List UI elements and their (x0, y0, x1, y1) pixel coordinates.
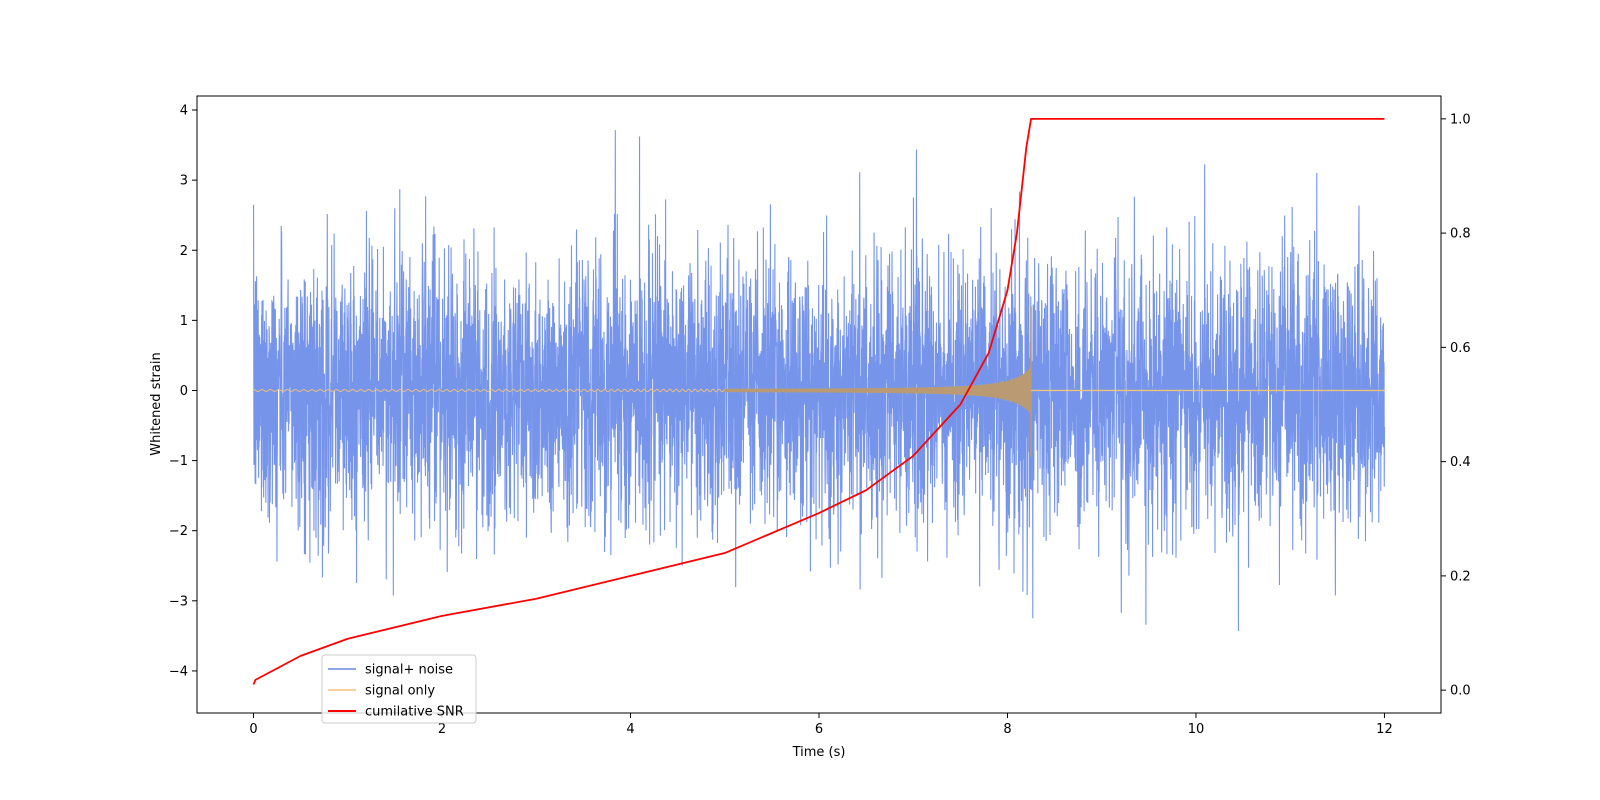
y-axis-left: −4 −3 −2 −1 0 1 2 3 4 (169, 104, 197, 679)
y-tick-label: −2 (169, 524, 188, 539)
x-tick-label: 10 (1188, 722, 1205, 737)
legend-label: signal only (365, 684, 435, 699)
x-tick-label: 6 (815, 722, 823, 737)
y-tick-label: 2 (180, 244, 188, 259)
y-tick-label: 0 (180, 384, 188, 399)
y2-tick-label: 1.0 (1450, 112, 1471, 127)
y2-tick-label: 0.0 (1450, 684, 1471, 699)
legend: signal+ noise signal only cumilative SNR (321, 654, 477, 724)
series-signal-noise-line (253, 130, 1385, 631)
y-tick-label: −4 (169, 664, 188, 679)
y2-tick-label: 0.8 (1450, 227, 1471, 242)
legend-label: cumilative SNR (365, 705, 464, 720)
x-tick-label: 2 (438, 722, 446, 737)
plot-area (252, 117, 1385, 685)
y-axis-right: 0.0 0.2 0.4 0.6 0.8 1.0 (1441, 112, 1471, 699)
x-tick-label: 4 (626, 722, 634, 737)
y-tick-label: −3 (169, 594, 188, 609)
legend-label: signal+ noise (365, 663, 453, 678)
y2-tick-label: 0.6 (1450, 341, 1471, 356)
series-cumulative-snr-line (252, 117, 1385, 685)
y-tick-label: 4 (180, 104, 188, 119)
y-tick-label: 1 (180, 314, 188, 329)
x-tick-label: 12 (1376, 722, 1393, 737)
y-axis-label: Whitened strain (149, 352, 164, 455)
x-tick-label: 8 (1003, 722, 1011, 737)
y2-tick-label: 0.2 (1450, 569, 1471, 584)
legend-box (321, 654, 477, 724)
x-tick-label: 0 (249, 722, 257, 737)
x-axis-label: Time (s) (792, 745, 846, 760)
y-tick-label: −1 (169, 454, 188, 469)
y-tick-label: 3 (180, 174, 188, 189)
y2-tick-label: 0.4 (1450, 455, 1471, 470)
